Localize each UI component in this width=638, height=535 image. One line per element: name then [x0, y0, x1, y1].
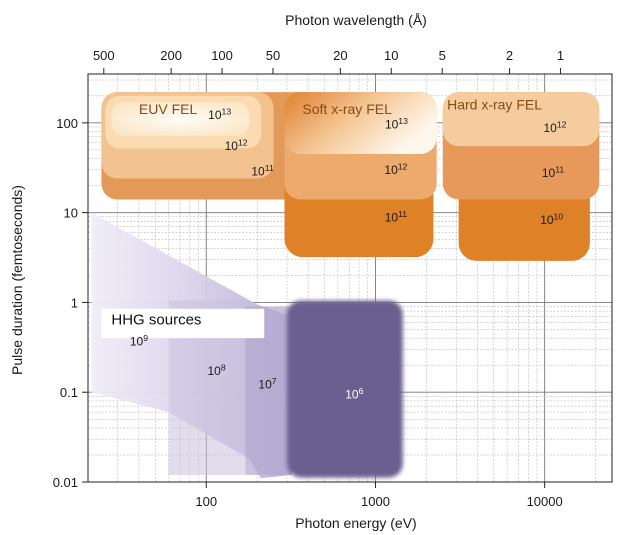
x-tick-label: 10000 [527, 494, 563, 509]
hard-xray-fel-top [442, 92, 600, 147]
top-tick-label: 10 [384, 48, 398, 63]
euv-fel-label: EUV FEL [139, 101, 198, 117]
top-axis-title: Photon wavelength (Å) [285, 12, 427, 28]
axes: 100 1000 10000 100 10 1 0.1 0.01 500 200 100 50 20 10… [53, 48, 613, 509]
top-tick-label: 500 [93, 48, 115, 63]
photon-count-label: 109 [130, 333, 148, 349]
y-axis-title: Pulse duration (femtoseconds) [9, 185, 25, 375]
photon-count-label: 1013 [385, 116, 408, 132]
euv-fel-core [111, 102, 250, 136]
hard-x-ray-fel-label: Hard x-ray FEL [447, 97, 542, 113]
hhg-label-box [101, 308, 265, 339]
photon-count-label: 1012 [384, 161, 407, 177]
photon-count-label: 106 [345, 386, 363, 402]
soft-x-ray-fel-label: Soft x-ray FEL [302, 101, 392, 117]
photon-count-label: 107 [258, 376, 276, 392]
photon-count-label: 108 [207, 363, 225, 379]
top-tick-label: 20 [333, 48, 347, 63]
top-tick-label: 1 [557, 48, 564, 63]
photon-count-label: 1011 [385, 209, 408, 225]
top-tick-label: 5 [439, 48, 446, 63]
hhg-label: HHG sources [111, 312, 201, 329]
photon-count-label: 1011 [542, 164, 565, 180]
top-tick-label: 50 [266, 48, 280, 63]
top-tick-label: 100 [211, 48, 233, 63]
y-tick-label: 0.1 [60, 385, 78, 400]
y-tick-label: 10 [64, 206, 78, 221]
photon-count-label: 1011 [251, 163, 274, 179]
photon-count-label: 1010 [540, 211, 563, 227]
hhg-core-block [286, 300, 403, 478]
y-tick-label: 0.01 [53, 475, 78, 490]
x-tick-label: 100 [195, 494, 217, 509]
y-tick-label: 100 [56, 116, 78, 131]
y-tick-label: 1 [71, 295, 78, 310]
photon-count-label: 1012 [543, 119, 566, 135]
plot-frame [87, 73, 613, 483]
soft-xray-fel-top [284, 92, 437, 154]
regions: HHG sources EUV FEL Soft x-ray FEL Hard x-r… [91, 92, 600, 479]
x-tick-label: 1000 [361, 494, 390, 509]
x-axis-title: Photon energy (eV) [295, 515, 416, 531]
top-tick-label: 200 [160, 48, 182, 63]
top-tick-label: 2 [506, 48, 513, 63]
photon-count-label: 1012 [225, 137, 248, 153]
photon-count-label: 1013 [208, 107, 231, 123]
